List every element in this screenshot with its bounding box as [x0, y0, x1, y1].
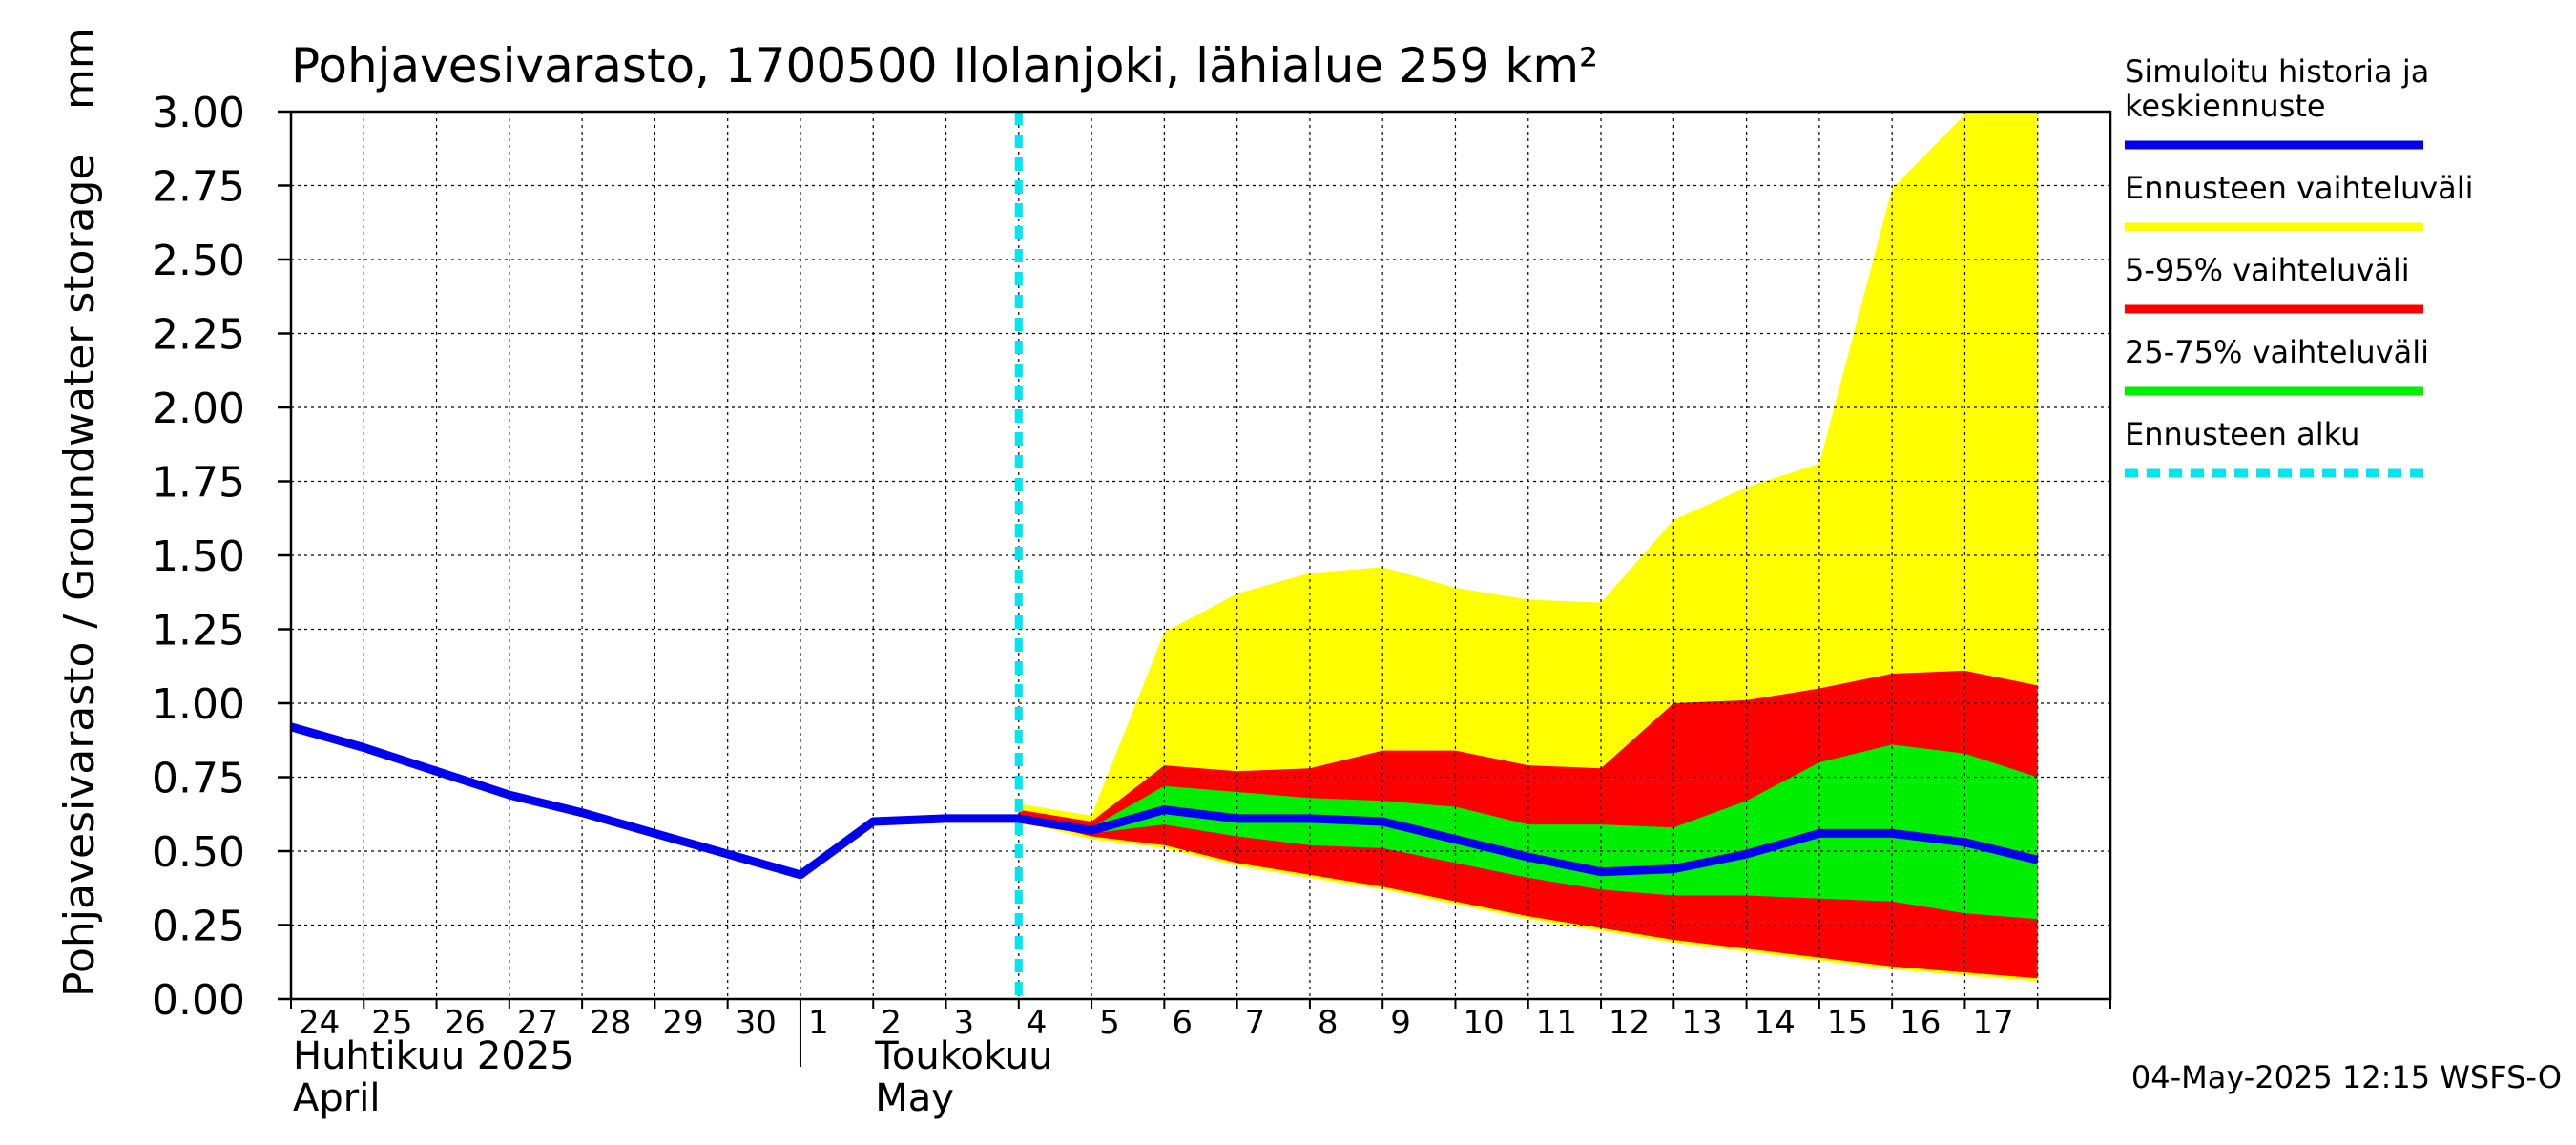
y-tick-label: 0.50: [152, 828, 245, 877]
y-axis: 0.00 0.25 0.50 0.75 1.00 1.25 1.50 1.75 2.00 2.25…: [152, 89, 291, 1025]
y-axis-label: Pohjavesivarasto / Groundwater storage: [55, 154, 104, 997]
month-label: Huhtikuu 2025: [293, 1034, 574, 1078]
timestamp-footer: 04-May-2025 12:15 WSFS-O: [2131, 1059, 2562, 1095]
x-tick-label: 16: [1900, 1004, 1941, 1042]
x-axis: 24 25 26 27 28 29 30 1 2 3 4 5 6 7 8 9 10 11 12 13 14 15 16 17H…: [290, 999, 2111, 1120]
y-tick-label: 2.75: [152, 163, 245, 212]
x-tick-label: 1: [808, 1004, 829, 1042]
x-tick-label: 3: [954, 1004, 975, 1042]
x-tick-label: 5: [1099, 1004, 1120, 1042]
month-label: April: [293, 1076, 380, 1120]
y-tick-label: 2.50: [152, 237, 245, 285]
x-tick-label: 26: [445, 1004, 486, 1042]
x-tick-label: 2: [881, 1004, 902, 1042]
y-tick-label: 1.25: [152, 607, 245, 656]
x-tick-label: 25: [371, 1004, 412, 1042]
x-tick-label: 15: [1827, 1004, 1868, 1042]
y-axis-unit: mm: [55, 28, 104, 110]
x-tick-label: 10: [1463, 1004, 1504, 1042]
x-tick-label: 4: [1027, 1004, 1048, 1042]
x-tick-label: 6: [1172, 1004, 1193, 1042]
y-tick-label: 2.00: [152, 385, 245, 433]
x-tick-label: 30: [736, 1004, 777, 1042]
y-tick-label: 2.25: [152, 311, 245, 360]
band-25-75: [1018, 744, 2038, 920]
chart-title: Pohjavesivarasto, 1700500 Ilolanjoki, lä…: [291, 38, 1598, 94]
legend-label: Ennusteen alku: [2125, 416, 2359, 452]
month-label: Toukokuu: [874, 1034, 1052, 1078]
series-line-history-median: [289, 722, 2039, 880]
legend-label: Ennusteen vaihteluväli: [2125, 170, 2474, 206]
x-tick-label: 27: [517, 1004, 558, 1042]
x-tick-label: 13: [1681, 1004, 1722, 1042]
x-tick-label: 28: [590, 1004, 631, 1042]
month-label: May: [875, 1076, 954, 1120]
y-tick-label: 0.75: [152, 755, 245, 803]
y-tick-label: 3.00: [152, 89, 245, 137]
legend-label: 25-75% vaihteluväli: [2125, 334, 2429, 370]
x-tick-label: 11: [1536, 1004, 1577, 1042]
plot-area: 0.00 0.25 0.50 0.75 1.00 1.25 1.50 1.75 2.00 2.25…: [152, 89, 2112, 1120]
x-tick-label: 8: [1318, 1004, 1339, 1042]
x-tick-label: 14: [1755, 1004, 1796, 1042]
legend-label: 5-95% vaihteluväli: [2125, 252, 2410, 288]
y-tick-label: 1.75: [152, 459, 245, 508]
y-tick-label: 1.00: [152, 680, 245, 729]
y-tick-label: 0.00: [152, 976, 245, 1025]
x-tick-label: 29: [662, 1004, 703, 1042]
y-tick-label: 0.25: [152, 903, 245, 951]
x-tick-label: 9: [1390, 1004, 1411, 1042]
legend-label: keskiennuste: [2125, 88, 2326, 124]
x-tick-label: 7: [1245, 1004, 1266, 1042]
y-tick-label: 1.50: [152, 532, 245, 581]
x-tick-label: 24: [299, 1004, 340, 1042]
x-tick-label: 12: [1609, 1004, 1650, 1042]
x-tick-label: 17: [1972, 1004, 2013, 1042]
legend-label: Simuloitu historia ja: [2125, 53, 2429, 90]
